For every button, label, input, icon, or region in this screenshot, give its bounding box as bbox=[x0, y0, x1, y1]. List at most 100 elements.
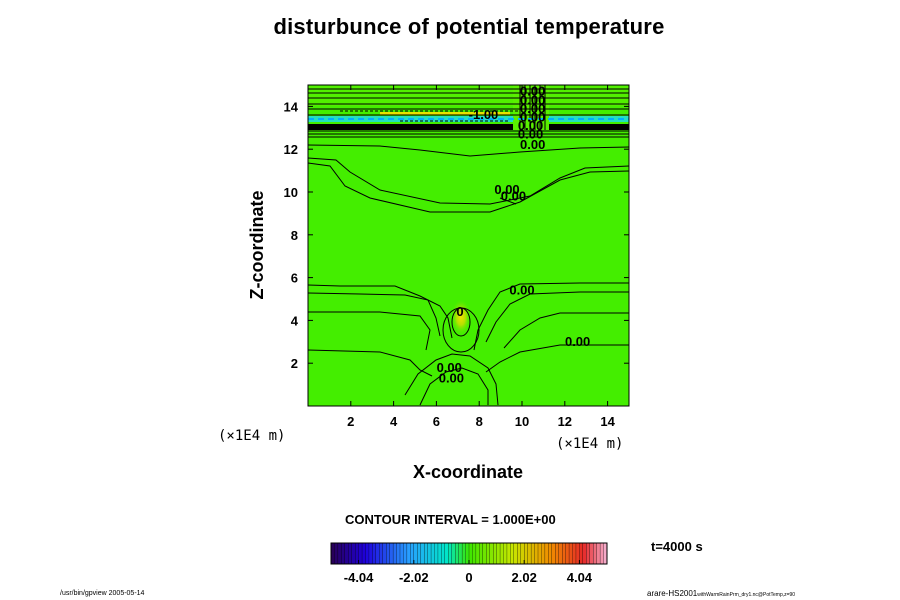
colorbar-cell bbox=[458, 542, 463, 565]
contour-label: -1.00 bbox=[469, 107, 499, 122]
band-black-thick bbox=[308, 124, 629, 130]
contour-interval-label: CONTOUR INTERVAL = 1.000E+00 bbox=[345, 512, 556, 527]
colorbar-cell bbox=[382, 542, 387, 565]
colorbar-cell bbox=[372, 542, 377, 565]
colorbar-tick-label: 2.02 bbox=[512, 570, 537, 585]
colorbar-cell bbox=[413, 542, 418, 565]
colorbar-cell bbox=[417, 542, 422, 565]
x-tick-label: 12 bbox=[558, 414, 572, 429]
footer-left: /usr/bin/gpview 2005-05-14 bbox=[60, 590, 145, 597]
contour-label: 0.00 bbox=[437, 360, 462, 375]
contour-label: 0.00 bbox=[439, 370, 464, 385]
footer-right-small: withWarmRainPrm_dry1.nc@PotTemp,z=90 bbox=[697, 592, 796, 598]
x-tick-label: 2 bbox=[347, 414, 354, 429]
colorbar-cell bbox=[334, 542, 339, 565]
band-yellow bbox=[380, 112, 510, 115]
colorbar-cell bbox=[468, 542, 473, 565]
plot-area bbox=[308, 85, 629, 406]
colorbar-labels: -4.04 -2.02 0 2.02 4.04 bbox=[344, 570, 593, 585]
colorbar-cell bbox=[368, 542, 373, 565]
contour-label: 0.00 bbox=[520, 92, 545, 107]
colorbar-cell bbox=[496, 542, 501, 565]
colorbar-cell bbox=[427, 542, 432, 565]
colorbar-cell bbox=[403, 542, 408, 565]
colorbar-cell bbox=[527, 542, 532, 565]
footer-right: arare-HS2001withWarmRainPrm_dry1.nc@PotT… bbox=[647, 589, 795, 598]
y-tick-label: 6 bbox=[291, 271, 298, 286]
y-axis-title: Z-coordinate bbox=[247, 190, 267, 299]
contour-label: 0.00 bbox=[518, 127, 543, 142]
colorbar-cell bbox=[420, 542, 425, 565]
colorbar-cell bbox=[351, 542, 356, 565]
colorbar-cell bbox=[599, 542, 604, 565]
contour-label: 0.00 bbox=[494, 182, 519, 197]
colorbar-cell bbox=[472, 542, 477, 565]
colorbar-cell bbox=[423, 542, 428, 565]
contour-label: 0.00 bbox=[520, 84, 545, 99]
contour-label: 0.00 bbox=[520, 109, 545, 124]
colorbar-cell bbox=[492, 542, 497, 565]
y-tick-label: 14 bbox=[284, 99, 299, 114]
contour-field: 0.000.000.000.000.000.000.00-1.000.000.0… bbox=[308, 84, 629, 406]
contour-label-layer: 0.000.000.000.000.000.000.00-1.000.000.0… bbox=[437, 84, 591, 385]
contour-label: 0.00 bbox=[520, 137, 545, 152]
colorbar-cell bbox=[389, 542, 394, 565]
colorbar-ticks bbox=[358, 560, 580, 564]
colorbar-cell bbox=[451, 542, 456, 565]
dashed-contours bbox=[340, 110, 520, 122]
colorbar-cell bbox=[593, 542, 598, 565]
colorbar-tick-label: -4.04 bbox=[344, 570, 374, 585]
colorbar-cell bbox=[448, 542, 453, 565]
contour-label: 0.00 bbox=[520, 101, 545, 116]
colorbar-cell bbox=[596, 542, 601, 565]
colorbar-cell bbox=[555, 542, 560, 565]
colorbar-cell bbox=[392, 542, 397, 565]
x-axis-tick-labels: 2 4 6 8 10 12 14 bbox=[347, 414, 615, 429]
contour-label: 0.00 bbox=[501, 189, 526, 204]
colorbar-cell bbox=[341, 542, 346, 565]
colorbar-tick-label: 0 bbox=[465, 570, 472, 585]
colorbar-cell bbox=[430, 542, 435, 565]
colorbar-cell bbox=[441, 542, 446, 565]
colorbar-cell bbox=[444, 542, 449, 565]
warm-blob bbox=[451, 299, 471, 335]
colorbar-cell bbox=[434, 542, 439, 565]
colorbar-cell bbox=[365, 542, 370, 565]
colorbar-cell bbox=[361, 542, 366, 565]
colorbar-cell bbox=[544, 542, 549, 565]
colorbar-cell bbox=[517, 542, 522, 565]
colorbar-cell bbox=[541, 542, 546, 565]
y-axis-ticks bbox=[308, 105, 629, 364]
contour-label: 0 bbox=[456, 304, 463, 319]
colorbar-cell bbox=[475, 542, 480, 565]
x-tick-label: 6 bbox=[433, 414, 440, 429]
x-axis-title: X-coordinate bbox=[413, 462, 523, 482]
colorbar-cell bbox=[551, 542, 556, 565]
y-tick-label: 12 bbox=[284, 142, 298, 157]
colorbar-cell bbox=[568, 542, 573, 565]
colorbar-tick-label: -2.02 bbox=[399, 570, 429, 585]
colorbar-cell bbox=[506, 542, 511, 565]
y-unit-label: (×1E4 m) bbox=[218, 428, 285, 444]
x-unit-label: (×1E4 m) bbox=[556, 436, 623, 452]
y-tick-label: 10 bbox=[284, 185, 298, 200]
colorbar-cell bbox=[455, 542, 460, 565]
colorbar-cell bbox=[399, 542, 404, 565]
x-axis-ticks bbox=[350, 85, 609, 406]
colorbar-cell bbox=[586, 542, 591, 565]
colorbar-cell bbox=[396, 542, 401, 565]
colorbar-cell bbox=[358, 542, 363, 565]
colorbar-cell bbox=[437, 542, 442, 565]
chart-title: disturbunce of potential temperature bbox=[273, 14, 665, 39]
colorbar-cell bbox=[558, 542, 563, 565]
x-tick-label: 14 bbox=[600, 414, 615, 429]
colorbar-tick-label: 4.04 bbox=[567, 570, 593, 585]
colorbar-cell bbox=[479, 542, 484, 565]
y-tick-label: 8 bbox=[291, 228, 298, 243]
contour-lines bbox=[308, 85, 629, 406]
contour-label: 0.00 bbox=[565, 334, 590, 349]
x-tick-label: 4 bbox=[390, 414, 398, 429]
footer-right-main: arare-HS2001 bbox=[647, 589, 698, 598]
colorbar-cell bbox=[579, 542, 584, 565]
